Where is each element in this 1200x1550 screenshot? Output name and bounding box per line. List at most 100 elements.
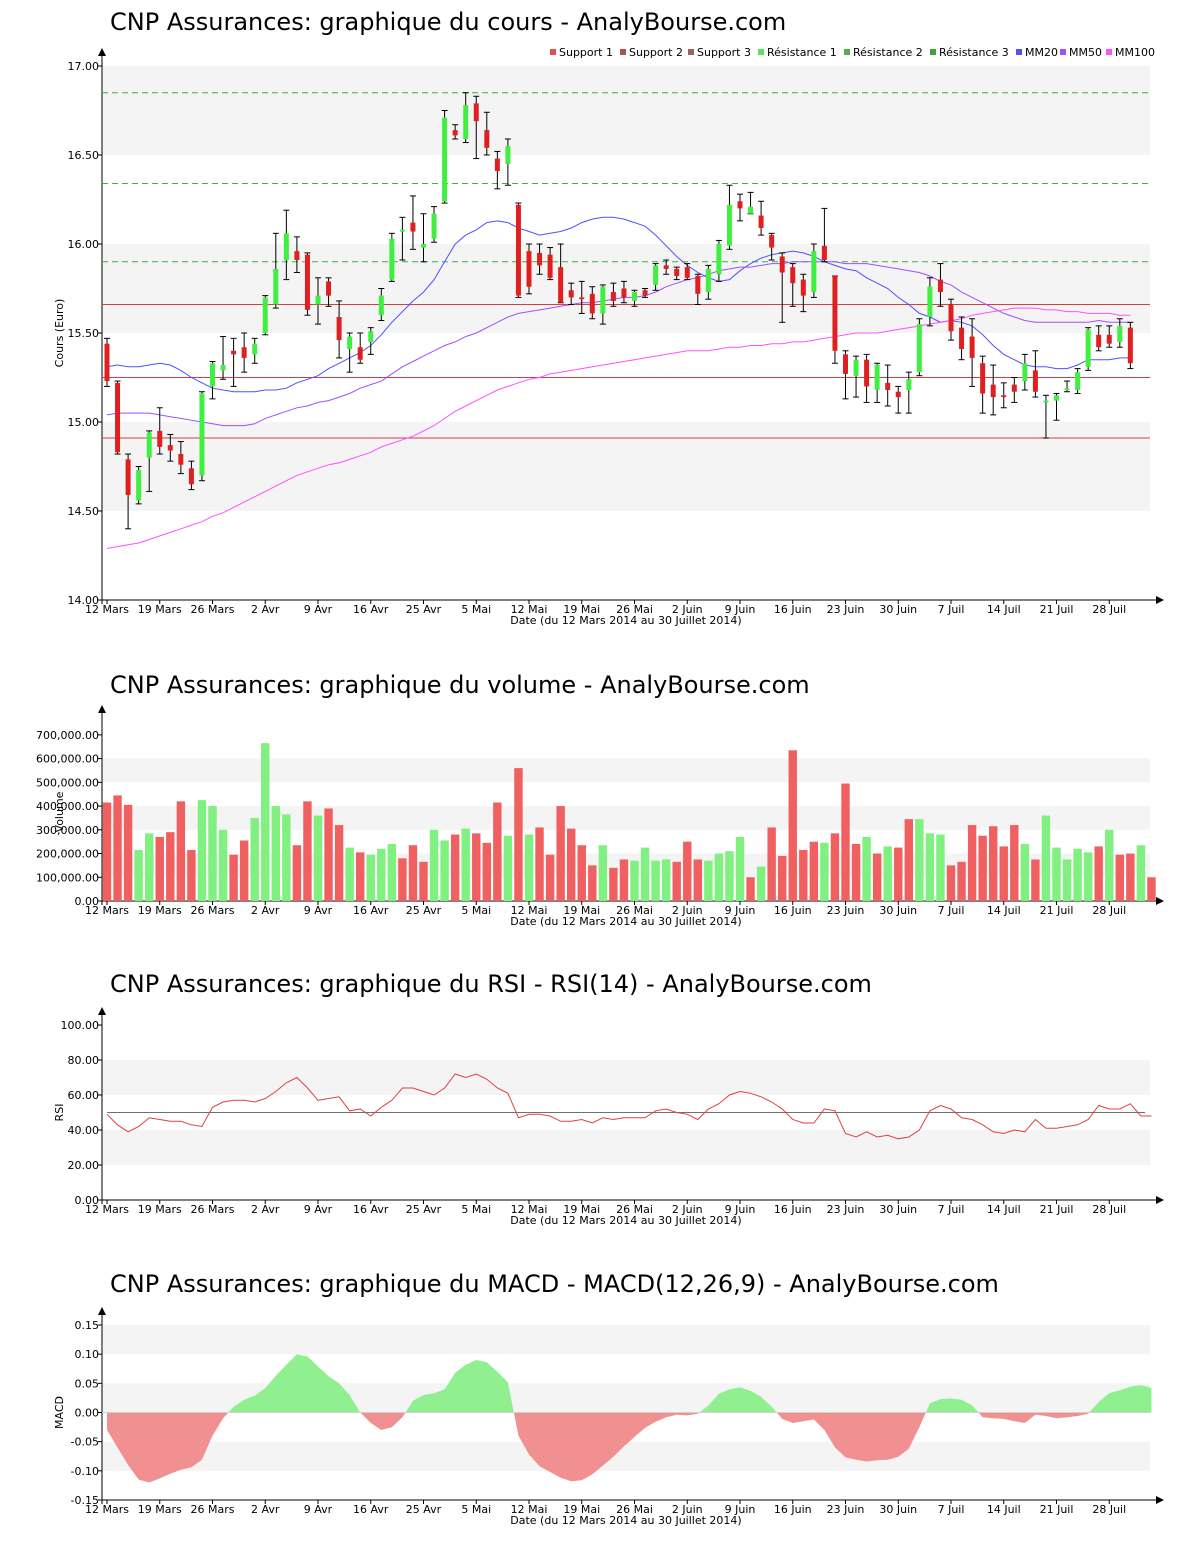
candle-body — [969, 336, 975, 358]
volume-bar — [588, 865, 597, 901]
y-tick-label: 17.00 — [68, 60, 100, 73]
volume-bar — [967, 825, 977, 901]
volume-bar — [387, 844, 397, 901]
y-tick-label: 100,000.00 — [36, 871, 99, 884]
x-tick-label: 9 Avr — [304, 1503, 333, 1516]
x-tick-label: 16 Avr — [353, 1203, 389, 1216]
candle-body — [758, 215, 764, 228]
candle-body — [115, 382, 121, 453]
candle-body — [642, 290, 648, 296]
x-tick-label: 5 Mai — [461, 603, 491, 616]
y-tick-label: 300,000.00 — [36, 824, 99, 837]
candle-body — [515, 204, 521, 296]
volume-bar — [1073, 848, 1082, 901]
candle-body — [262, 297, 268, 333]
volume-bar — [820, 842, 829, 901]
candle-body — [463, 105, 469, 139]
volume-bar — [672, 861, 681, 901]
x-tick-label: 2 Juin — [672, 904, 703, 917]
candle-body — [442, 117, 448, 202]
y-tick-label: 0.00 — [75, 1194, 100, 1207]
candle-body — [283, 233, 289, 261]
y-tick-label: 0.05 — [75, 1377, 100, 1390]
candle-body — [1022, 363, 1028, 382]
x-tick-label: 5 Mai — [461, 1503, 491, 1516]
volume-bar — [661, 859, 671, 901]
volume-bar — [556, 806, 565, 901]
volume-bar — [472, 833, 481, 901]
volume-bar — [735, 836, 745, 901]
candle-body — [167, 445, 173, 451]
x-tick-label: 14 Juil — [987, 603, 1021, 616]
candle-body — [653, 265, 659, 285]
legend-label: MM100 — [1115, 46, 1155, 59]
legend-swatch — [844, 49, 850, 55]
volume-bar — [461, 828, 470, 901]
x-tick-label: 30 Juin — [879, 1203, 917, 1216]
x-tick-label: 23 Juin — [827, 904, 865, 917]
candle-body — [526, 251, 532, 287]
x-tick-label: 26 Mars — [191, 603, 235, 616]
volume-bar — [756, 866, 766, 901]
volume-bar — [450, 834, 460, 901]
candle-body — [927, 286, 933, 317]
y-tick-label: 16.00 — [68, 238, 100, 251]
volume-bar — [809, 841, 819, 901]
candle-body — [568, 290, 574, 298]
candle-body — [252, 343, 258, 355]
volume-bar — [1020, 844, 1030, 901]
volume-bar — [778, 855, 787, 901]
candle-body — [473, 103, 479, 122]
volume-bar — [683, 841, 692, 901]
candle-body — [304, 254, 310, 310]
candle-body — [326, 281, 332, 296]
macd-chart-panel: CNP Assurances: graphique du MACD - MACD… — [0, 1270, 1200, 1540]
volume-bar — [514, 768, 523, 901]
volume-bar — [904, 819, 913, 901]
x-tick-label: 21 Juil — [1040, 603, 1074, 616]
candle-body — [178, 454, 184, 465]
candle-body — [906, 379, 912, 390]
volume-bar — [1041, 815, 1051, 901]
volume-bar — [334, 825, 344, 901]
x-tick-label: 7 Juil — [938, 603, 965, 616]
x-tick-label: 28 Juil — [1092, 1203, 1126, 1216]
x-axis-arrow — [1156, 596, 1164, 604]
volume-bar — [872, 853, 882, 901]
candle-body — [853, 359, 859, 376]
candle-body — [368, 331, 374, 342]
x-tick-label: 16 Avr — [353, 603, 389, 616]
candle-body — [294, 251, 300, 261]
legend-label: MM20 — [1025, 46, 1058, 59]
y-axis-arrow — [98, 1007, 106, 1015]
y-axis-arrow — [98, 1307, 106, 1315]
volume-bar — [123, 804, 133, 901]
x-tick-label: 30 Juin — [879, 603, 917, 616]
y-tick-label: 200,000.00 — [36, 848, 99, 861]
volume-bar — [545, 854, 555, 901]
volume-bar — [1115, 854, 1124, 901]
x-tick-label: 12 Mars — [85, 904, 129, 917]
macd-chart: -0.15 -0.10 -0.05 0.00 0.05 0.10 0.15 12 Mars 19… — [53, 1307, 1164, 1527]
macd-positive-area — [107, 1354, 1152, 1413]
x-tick-label: 28 Juil — [1092, 904, 1126, 917]
x-tick-label: 2 Juin — [672, 603, 703, 616]
volume-bar — [324, 808, 333, 901]
volume-bar — [640, 847, 650, 901]
x-tick-label: 9 Juin — [725, 603, 756, 616]
legend-label: Support 2 — [629, 46, 683, 59]
candle-body — [916, 324, 922, 373]
volume-bar — [651, 860, 660, 901]
volume-bar — [303, 801, 312, 901]
candle-body — [621, 288, 627, 298]
x-tick-label: 19 Mai — [563, 603, 600, 616]
x-tick-label: 9 Avr — [304, 603, 333, 616]
y-tick-label: 400,000.00 — [36, 800, 99, 813]
y-tick-label: 700,000.00 — [36, 729, 99, 742]
x-tick-label: 12 Mai — [511, 1503, 548, 1516]
y-tick-label: 14.00 — [68, 594, 100, 607]
volume-bar — [503, 835, 513, 901]
candle-body — [1085, 329, 1091, 367]
volume-bar — [693, 859, 702, 901]
volume-bar — [345, 847, 354, 901]
